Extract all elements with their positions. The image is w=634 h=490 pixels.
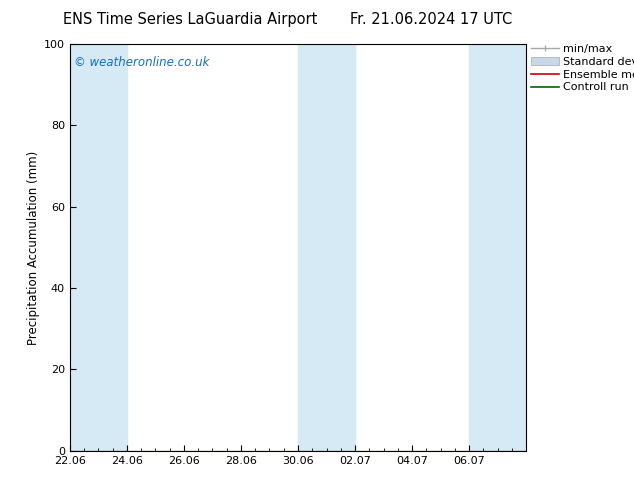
- Text: ENS Time Series LaGuardia Airport: ENS Time Series LaGuardia Airport: [63, 12, 318, 27]
- Text: © weatheronline.co.uk: © weatheronline.co.uk: [74, 56, 210, 69]
- Legend: min/max, Standard deviation, Ensemble mean run, Controll run: min/max, Standard deviation, Ensemble me…: [531, 44, 634, 93]
- Bar: [469, 44, 526, 451]
- Bar: [298, 44, 355, 451]
- Y-axis label: Precipitation Accumulation (mm): Precipitation Accumulation (mm): [27, 150, 40, 344]
- Text: Fr. 21.06.2024 17 UTC: Fr. 21.06.2024 17 UTC: [350, 12, 512, 27]
- Bar: [70, 44, 127, 451]
